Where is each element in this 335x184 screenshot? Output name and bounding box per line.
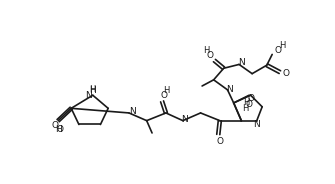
Text: H: H <box>163 86 170 95</box>
Text: O: O <box>246 100 253 109</box>
Text: H: H <box>204 46 210 55</box>
Text: O: O <box>56 125 63 134</box>
Text: N: N <box>226 85 232 94</box>
Text: H: H <box>89 85 96 94</box>
Text: H: H <box>279 41 285 50</box>
Text: H: H <box>244 98 250 107</box>
Text: O: O <box>52 121 59 130</box>
Text: H: H <box>242 104 249 113</box>
Text: N: N <box>238 58 245 67</box>
Text: O: O <box>248 94 255 103</box>
Text: O: O <box>206 51 213 60</box>
Text: N: N <box>253 120 260 129</box>
Text: O: O <box>282 69 289 78</box>
Text: H: H <box>89 86 96 95</box>
Text: N: N <box>85 91 92 100</box>
Text: H: H <box>55 125 62 134</box>
Text: O: O <box>216 137 223 146</box>
Text: O: O <box>274 46 281 55</box>
Text: O: O <box>160 91 167 100</box>
Text: N: N <box>181 115 188 124</box>
Text: N: N <box>129 107 136 116</box>
